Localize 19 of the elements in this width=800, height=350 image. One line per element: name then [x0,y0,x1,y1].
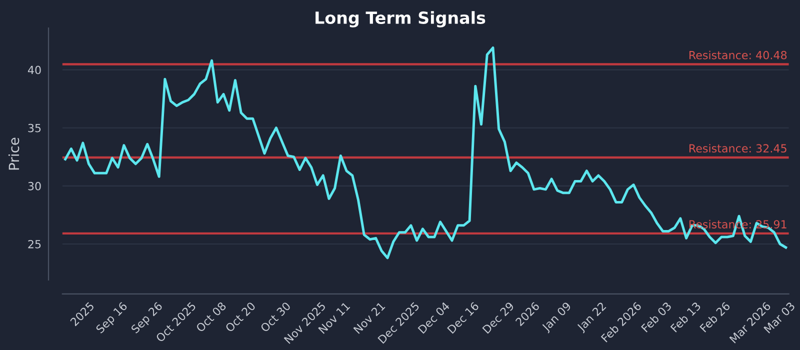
chart-title: Long Term Signals [316,11,486,28]
y-tick-label: 35 [28,124,41,132]
x-tick-label: Oct 30 [260,301,292,333]
y-axis-title: Price [8,138,20,170]
x-tick-label: Feb 03 [640,301,672,333]
x-tick-label: Jan 09 [541,302,573,334]
x-tick-label: Oct 08 [196,302,227,333]
x-tick-label: Nov 21 [353,302,386,334]
line-series [64,46,788,260]
ref-line-label: Resistance: 32.45 [689,144,786,153]
x-tick-label: Jan 22 [576,302,608,334]
y-tick-label: 25 [28,240,41,248]
y-tick-label: 40 [28,66,41,74]
x-tick-label: Feb 26 [699,301,731,333]
y-tick-label: 30 [28,182,41,190]
ref-line-label: Resistance: 40.48 [689,50,787,60]
x-tick-label: Dec 29 [482,302,514,334]
x-tick-label: Oct 20 [224,301,256,333]
x-tick-label: Sep 16 [95,301,130,336]
